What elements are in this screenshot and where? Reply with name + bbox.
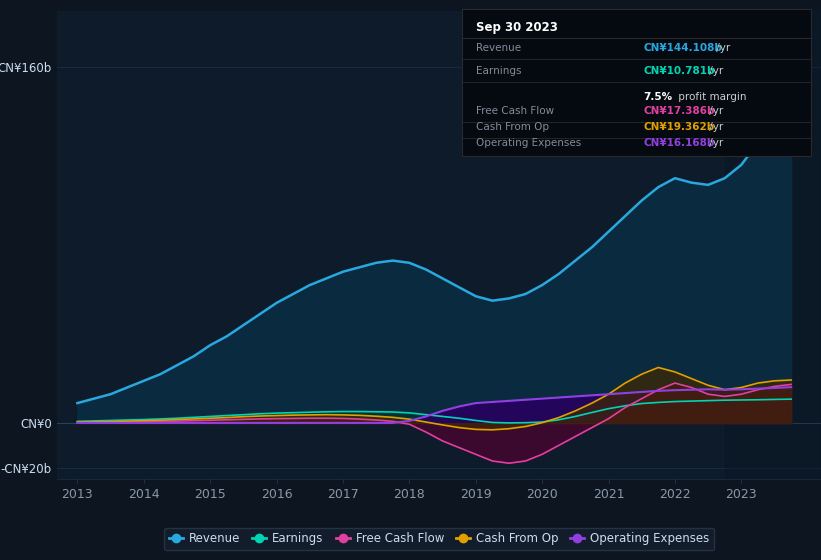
Text: CN¥16.168b: CN¥16.168b: [644, 138, 715, 148]
Text: /yr: /yr: [713, 43, 730, 53]
Text: CN¥10.781b: CN¥10.781b: [644, 66, 715, 76]
Text: Operating Expenses: Operating Expenses: [476, 138, 581, 148]
Text: Cash From Op: Cash From Op: [476, 122, 549, 132]
Text: 7.5%: 7.5%: [644, 92, 672, 102]
Bar: [725, 11, 821, 479]
Text: /yr: /yr: [707, 66, 724, 76]
Text: profit margin: profit margin: [675, 92, 746, 102]
Legend: Revenue, Earnings, Free Cash Flow, Cash From Op, Operating Expenses: Revenue, Earnings, Free Cash Flow, Cash …: [164, 528, 714, 550]
Text: Earnings: Earnings: [476, 66, 521, 76]
Text: Sep 30 2023: Sep 30 2023: [476, 21, 558, 34]
Text: /yr: /yr: [707, 106, 724, 116]
Text: CN¥144.108b: CN¥144.108b: [644, 43, 722, 53]
Text: /yr: /yr: [707, 122, 724, 132]
Text: CN¥17.386b: CN¥17.386b: [644, 106, 715, 116]
Text: Free Cash Flow: Free Cash Flow: [476, 106, 554, 116]
Text: Revenue: Revenue: [476, 43, 521, 53]
Text: /yr: /yr: [707, 138, 724, 148]
Text: CN¥19.362b: CN¥19.362b: [644, 122, 715, 132]
